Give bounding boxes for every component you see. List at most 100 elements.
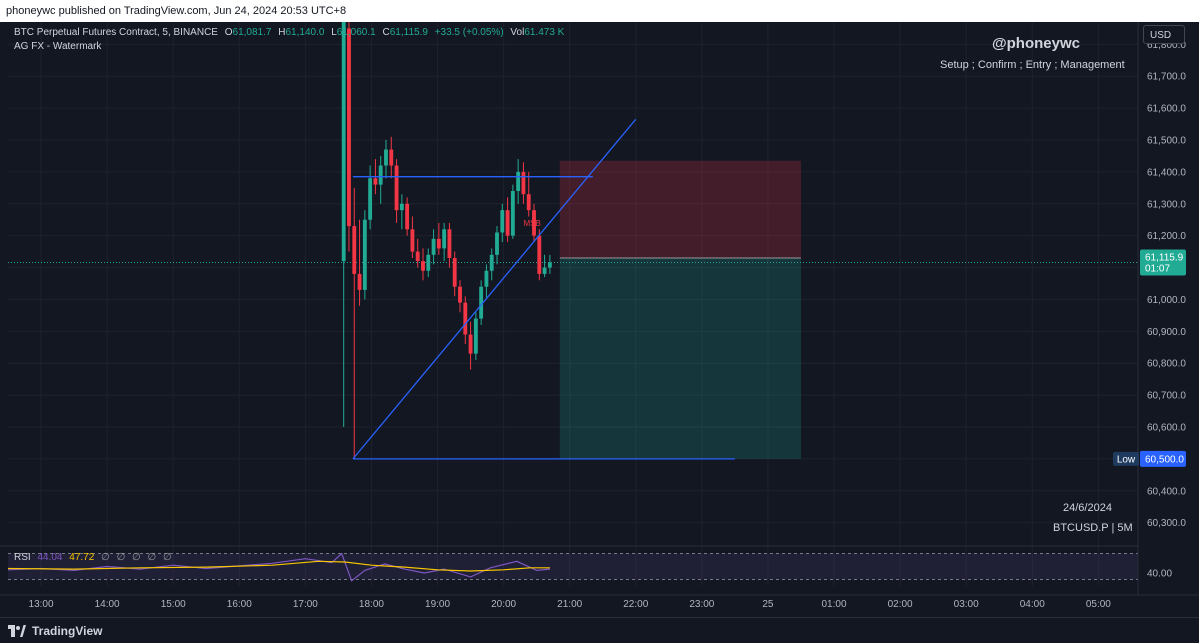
candle-body (373, 178, 378, 185)
candle-body (341, 22, 346, 262)
open-label: O (224, 27, 233, 38)
candle-body (410, 229, 415, 252)
watermark-handle: @phoneywc (992, 35, 1080, 52)
candle-body (510, 191, 515, 236)
candle-body (394, 165, 399, 211)
y-tick-label: 61,200.0 (1147, 231, 1186, 242)
candle-body (347, 28, 351, 227)
x-tick-label: 13:00 (29, 599, 54, 610)
rsi-legend: RSI 44.04 47.72 ∅ ∅ ∅ ∅ ∅ (14, 552, 174, 563)
candle-body (463, 302, 468, 335)
indicator-legend[interactable]: AG FX - Watermark (14, 41, 102, 52)
candle-body (468, 334, 473, 354)
publish-header: phoneywc published on TradingView.com, J… (0, 0, 1199, 22)
candle-body (484, 270, 489, 287)
watermark-symbol: BTCUSD.P | 5M (1053, 522, 1133, 534)
candle-body (352, 226, 357, 274)
low-price-tag (1140, 450, 1186, 467)
candle-body (521, 171, 526, 195)
x-tick-label: 19:00 (425, 599, 450, 610)
current-price-label: 61,115.9 (1145, 252, 1184, 263)
stop-loss-zone (559, 160, 801, 258)
candle-body (452, 257, 457, 287)
symbol-title[interactable]: BTC Perpetual Futures Contract, 5, BINAN… (14, 27, 218, 38)
candle-body (489, 254, 494, 271)
trendline (352, 118, 637, 460)
open-value: 61,081.7 (232, 27, 272, 38)
candle-body (442, 229, 447, 249)
current-price-tag (1140, 249, 1186, 276)
watermark-subtitle: Setup ; Confirm ; Entry ; Management (940, 59, 1125, 71)
time-axis[interactable]: 13:00 14:00 15:00 16:00 17:00 18:00 19:00 20:00… (0, 594, 1199, 610)
candle-body (532, 210, 536, 236)
footer-bar: TradingView (0, 617, 1199, 643)
candle-body (473, 318, 478, 354)
x-tick-label: 14:00 (95, 599, 120, 610)
high-label: H (278, 27, 286, 38)
candle-body (436, 238, 441, 249)
x-tick-label: 15:00 (161, 599, 186, 610)
low-price-label: 60,500.0 (1145, 454, 1184, 465)
candle-body (495, 232, 499, 255)
long-position-tool[interactable] (559, 160, 801, 459)
rsi-axis-label: 40.00 (1147, 569, 1172, 580)
x-tick-label: 01:00 (822, 599, 847, 610)
y-tick-label: 61,300.0 (1147, 199, 1186, 210)
chart-background (0, 22, 1199, 617)
y-tick-label: 61,400.0 (1147, 167, 1186, 178)
x-tick-label: 25 (762, 599, 774, 610)
candle-body (479, 286, 484, 319)
watermark-date: 24/6/2024 (1063, 502, 1112, 514)
tradingview-logo-icon[interactable] (8, 624, 26, 637)
volume-label: Vol (510, 27, 525, 38)
y-tick-label: 61,600.0 (1147, 104, 1186, 115)
low-value: 61,060.1 (336, 27, 376, 38)
x-tick-label: 17:00 (293, 599, 318, 610)
candle-body (384, 149, 388, 166)
x-tick-label: 03:00 (954, 599, 979, 610)
x-tick-label: 22:00 (623, 599, 648, 610)
low-label: L (331, 27, 337, 38)
candle-body (389, 149, 394, 166)
footer-brand[interactable]: TradingView (32, 623, 103, 638)
y-tick-label: 60,400.0 (1147, 486, 1186, 497)
take-profit-zone (559, 257, 801, 459)
grid (0, 22, 1199, 617)
candle-body (516, 171, 521, 192)
candle-body (415, 251, 420, 262)
volume-value: 61.473 K (524, 27, 565, 38)
candle-body (505, 210, 510, 236)
candle-body (542, 267, 547, 274)
y-tick-label: 60,300.0 (1147, 518, 1186, 529)
currency-button[interactable]: USD (1143, 25, 1185, 44)
candle-body (399, 203, 404, 211)
low-label: Low (1117, 454, 1136, 465)
y-tick-label: 60,700.0 (1147, 391, 1186, 402)
trendlines[interactable]: MSB (352, 118, 735, 460)
candlestick-series (341, 22, 552, 459)
x-tick-label: 23:00 (689, 599, 714, 610)
x-tick-label: 16:00 (227, 599, 252, 610)
candle-body (458, 286, 462, 303)
x-tick-label: 21:00 (557, 599, 582, 610)
x-tick-label: 04:00 (1020, 599, 1045, 610)
rsi-ma-value: 47.72 (69, 552, 95, 563)
y-tick-label: 61,000.0 (1147, 295, 1186, 306)
y-tick-label: 61,700.0 (1147, 72, 1186, 83)
candle-body (368, 178, 373, 220)
candle-body (526, 194, 531, 211)
y-tick-label: 60,600.0 (1147, 423, 1186, 434)
chart-canvas[interactable]: MSB 40.00 60,300.0 60,400.0 60,500.0 60,600… (0, 22, 1199, 617)
y-tick-label: 61,500.0 (1147, 135, 1186, 146)
x-tick-label: 02:00 (888, 599, 913, 610)
candle-body (357, 273, 362, 290)
rsi-extra-values: ∅ ∅ ∅ ∅ ∅ (101, 552, 174, 563)
rsi-label[interactable]: RSI (14, 552, 31, 563)
x-tick-label: 20:00 (491, 599, 516, 610)
y-tick-label: 60,900.0 (1147, 327, 1186, 338)
symbol-legend: BTC Perpetual Futures Contract, 5, BINAN… (14, 27, 564, 38)
y-tick-label: 60,800.0 (1147, 359, 1186, 370)
candle-body (500, 210, 505, 233)
close-value: 61,115.9 (389, 27, 428, 38)
x-tick-label: 18:00 (359, 599, 384, 610)
